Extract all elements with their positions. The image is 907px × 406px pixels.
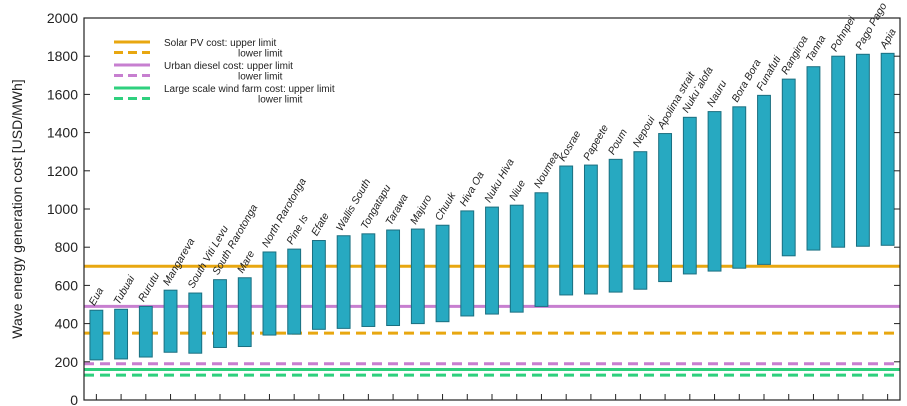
bar-pago-pago: [855, 53, 870, 247]
category-label: Tanna: [804, 33, 829, 64]
bar-rangiroa: [781, 78, 796, 257]
y-tick-label: 400: [55, 316, 79, 332]
y-tick-label: 1000: [47, 201, 78, 217]
bar-niue: [509, 204, 524, 313]
bar-efate: [311, 240, 326, 330]
category-label: Pohnpei: [828, 14, 858, 54]
bar-north-rarotonga: [262, 251, 277, 336]
bar-pine-is: [287, 248, 302, 335]
bar-south-viti-levu: [188, 292, 203, 354]
y-tick-label: 1400: [47, 125, 78, 141]
bar-south-rarotonga: [213, 279, 227, 348]
category-label: Efate: [309, 211, 332, 238]
category-label: Nepoui: [631, 114, 658, 149]
bar-mare: [237, 277, 252, 348]
y-tick-label: 1200: [47, 163, 78, 179]
category-label: Majuro: [408, 193, 435, 227]
bar-eua: [89, 309, 104, 361]
y-tick-label: 0: [70, 392, 78, 406]
legend-label-5: lower limit: [258, 95, 303, 106]
axes: 0 200 400 600 800 1000 1200 1400 1600 1800 2000: [47, 10, 901, 406]
bar-hiva-oa: [460, 210, 475, 317]
bar-tubuai: [114, 308, 129, 360]
bar-apia: [880, 52, 895, 246]
category-label: Hiva Oa: [457, 169, 486, 208]
category-label: Rurutu: [136, 270, 162, 303]
bar-poum: [608, 158, 623, 293]
bar-funafuti: [757, 94, 771, 265]
bars: [89, 52, 895, 361]
bar-noumea: [534, 192, 549, 307]
y-tick-label: 1600: [47, 86, 78, 102]
y-axis-label: Wave energy generation cost [USD/MWh]: [9, 79, 25, 338]
bar-pohnpei: [831, 55, 846, 248]
category-label: Apia: [877, 26, 898, 51]
y-tick-label: 1800: [47, 48, 78, 64]
bar-nauru: [707, 111, 722, 272]
category-label: Papeete: [581, 123, 611, 163]
y-tick-label: 600: [55, 277, 79, 293]
category-label: Mare: [235, 248, 257, 275]
bar-nuku-alofa: [682, 116, 697, 275]
legend-label-4: Large scale wind farm cost: upper limit: [164, 84, 335, 95]
legend-label-0: Solar PV cost: upper limit: [164, 38, 276, 49]
bar-apolima-strait: [658, 133, 673, 283]
category-label: Kosrae: [556, 129, 583, 164]
bar-papeete: [583, 164, 598, 295]
category-label: Niue: [507, 178, 528, 203]
category-label: Chuuk: [433, 190, 459, 223]
bar-nuku-hiva: [485, 206, 499, 315]
bar-tongatapu: [361, 233, 376, 327]
category-label: Eua: [87, 285, 107, 307]
legend-label-2: Urban diesel cost: upper limit: [164, 61, 293, 72]
legend-label-1: lower limit: [238, 49, 283, 60]
bar-majuro: [410, 228, 425, 325]
legend-label-3: lower limit: [238, 72, 283, 83]
bar-wallis-south: [336, 235, 351, 329]
category-label: North Rarotonga: [260, 176, 309, 249]
y-tick-label: 200: [55, 354, 79, 370]
y-tick-label: 2000: [47, 10, 78, 26]
bar-tarawa: [386, 229, 401, 327]
bar-nepoui: [633, 151, 648, 290]
bar-kosrae: [559, 165, 574, 296]
bar-bora-bora: [732, 106, 747, 269]
bar-rurutu: [138, 305, 153, 358]
bar-tanna: [806, 66, 821, 251]
category-label: Tubuai: [111, 273, 137, 307]
category-label: Funafuti: [754, 53, 784, 92]
y-tick-label: 800: [55, 239, 79, 255]
bar-chuuk: [435, 224, 450, 323]
bar-mangareva: [163, 289, 178, 353]
